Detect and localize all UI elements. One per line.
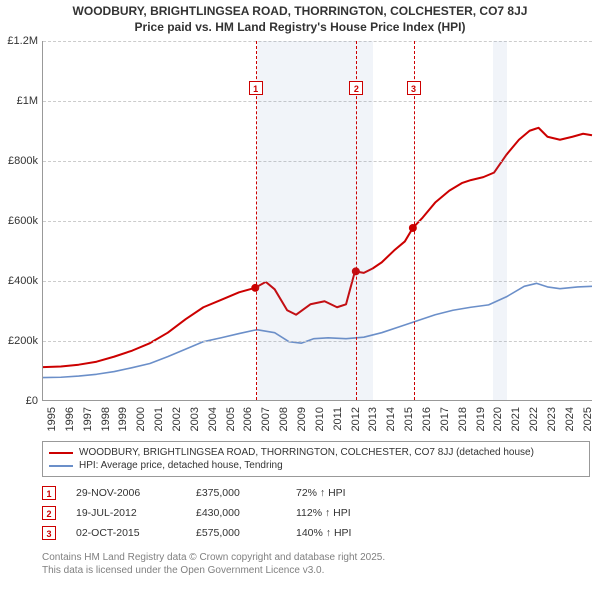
legend-item: WOODBURY, BRIGHTLINGSEA ROAD, THORRINGTO… (49, 446, 583, 459)
event-price: £575,000 (196, 527, 276, 539)
events-table: 1 29-NOV-2006 £375,000 72% ↑ HPI 2 19-JUL-201… (42, 483, 590, 543)
y-axis: £0 £200k £400k £600k £800k £1M £1.2M (2, 37, 40, 437)
x-tick-label: 1999 (117, 407, 129, 431)
event-marker-box: 2 (349, 81, 363, 95)
event-date: 02-OCT-2015 (76, 527, 176, 539)
x-axis: 1995 1996 1997 1998 1999 2000 2001 2002 2003 2004… (42, 403, 592, 437)
x-tick-label: 2021 (510, 407, 522, 431)
event-hpi: 72% ↑ HPI (296, 487, 396, 499)
legend-swatch (49, 452, 73, 454)
footer-note: Contains HM Land Registry data © Crown c… (42, 551, 590, 577)
recession-band (493, 41, 507, 400)
legend-swatch (49, 465, 73, 467)
x-tick-label: 2010 (314, 407, 326, 431)
title-line-1: WOODBURY, BRIGHTLINGSEA ROAD, THORRINGTO… (10, 4, 590, 20)
event-number-box: 2 (42, 506, 56, 520)
event-price: £375,000 (196, 487, 276, 499)
x-tick-label: 2011 (332, 407, 344, 431)
event-marker-box: 1 (249, 81, 263, 95)
y-tick-label: £800k (8, 155, 38, 167)
y-tick-label: £0 (26, 395, 38, 407)
x-tick-label: 1998 (100, 407, 112, 431)
x-tick-label: 2023 (546, 407, 558, 431)
x-tick-label: 2001 (153, 407, 165, 431)
x-tick-label: 2015 (403, 407, 415, 431)
event-row: 3 02-OCT-2015 £575,000 140% ↑ HPI (42, 523, 590, 543)
event-marker-box: 3 (407, 81, 421, 95)
x-tick-label: 2006 (242, 407, 254, 431)
plot-region: 1 2 3 (42, 41, 592, 401)
y-tick-label: £1M (17, 95, 38, 107)
x-tick-label: 2017 (439, 407, 451, 431)
x-tick-label: 2022 (528, 407, 540, 431)
x-tick-label: 2007 (260, 407, 272, 431)
x-tick-label: 2003 (189, 407, 201, 431)
x-tick-label: 2004 (207, 407, 219, 431)
event-hpi: 112% ↑ HPI (296, 507, 396, 519)
event-number-box: 1 (42, 486, 56, 500)
event-row: 1 29-NOV-2006 £375,000 72% ↑ HPI (42, 483, 590, 503)
footer-line-1: Contains HM Land Registry data © Crown c… (42, 551, 590, 564)
x-tick-label: 2014 (385, 407, 397, 431)
event-date: 19-JUL-2012 (76, 507, 176, 519)
y-tick-label: £600k (8, 215, 38, 227)
legend-item: HPI: Average price, detached house, Tend… (49, 459, 583, 472)
x-tick-label: 2018 (457, 407, 469, 431)
x-tick-label: 2025 (582, 407, 594, 431)
legend-label: WOODBURY, BRIGHTLINGSEA ROAD, THORRINGTO… (79, 447, 534, 458)
y-tick-label: £1.2M (7, 35, 38, 47)
x-tick-label: 2012 (350, 407, 362, 431)
y-tick-label: £400k (8, 275, 38, 287)
x-tick-label: 2013 (367, 407, 379, 431)
footer-line-2: This data is licensed under the Open Gov… (42, 564, 590, 577)
title-line-2: Price paid vs. HM Land Registry's House … (10, 20, 590, 36)
chart-container: WOODBURY, BRIGHTLINGSEA ROAD, THORRINGTO… (0, 0, 600, 590)
x-tick-label: 2019 (475, 407, 487, 431)
event-hpi: 140% ↑ HPI (296, 527, 396, 539)
x-tick-label: 2020 (492, 407, 504, 431)
chart-area: £0£200k£400k£600k£800k£1M£1.2M 123 19951… (0, 37, 600, 437)
x-tick-label: 2005 (225, 407, 237, 431)
x-tick-label: 2000 (135, 407, 147, 431)
chart-title: WOODBURY, BRIGHTLINGSEA ROAD, THORRINGTO… (0, 0, 600, 37)
x-tick-label: 2024 (564, 407, 576, 431)
legend: WOODBURY, BRIGHTLINGSEA ROAD, THORRINGTO… (42, 441, 590, 477)
x-tick-label: 2008 (278, 407, 290, 431)
event-number-box: 3 (42, 526, 56, 540)
y-tick-label: £200k (8, 335, 38, 347)
x-tick-label: 1997 (82, 407, 94, 431)
x-tick-label: 2009 (296, 407, 308, 431)
x-tick-label: 2016 (421, 407, 433, 431)
x-tick-label: 2002 (171, 407, 183, 431)
event-price: £430,000 (196, 507, 276, 519)
event-row: 2 19-JUL-2012 £430,000 112% ↑ HPI (42, 503, 590, 523)
x-tick-label: 1996 (64, 407, 76, 431)
x-tick-label: 1995 (46, 407, 58, 431)
legend-label: HPI: Average price, detached house, Tend… (79, 460, 283, 471)
event-date: 29-NOV-2006 (76, 487, 176, 499)
